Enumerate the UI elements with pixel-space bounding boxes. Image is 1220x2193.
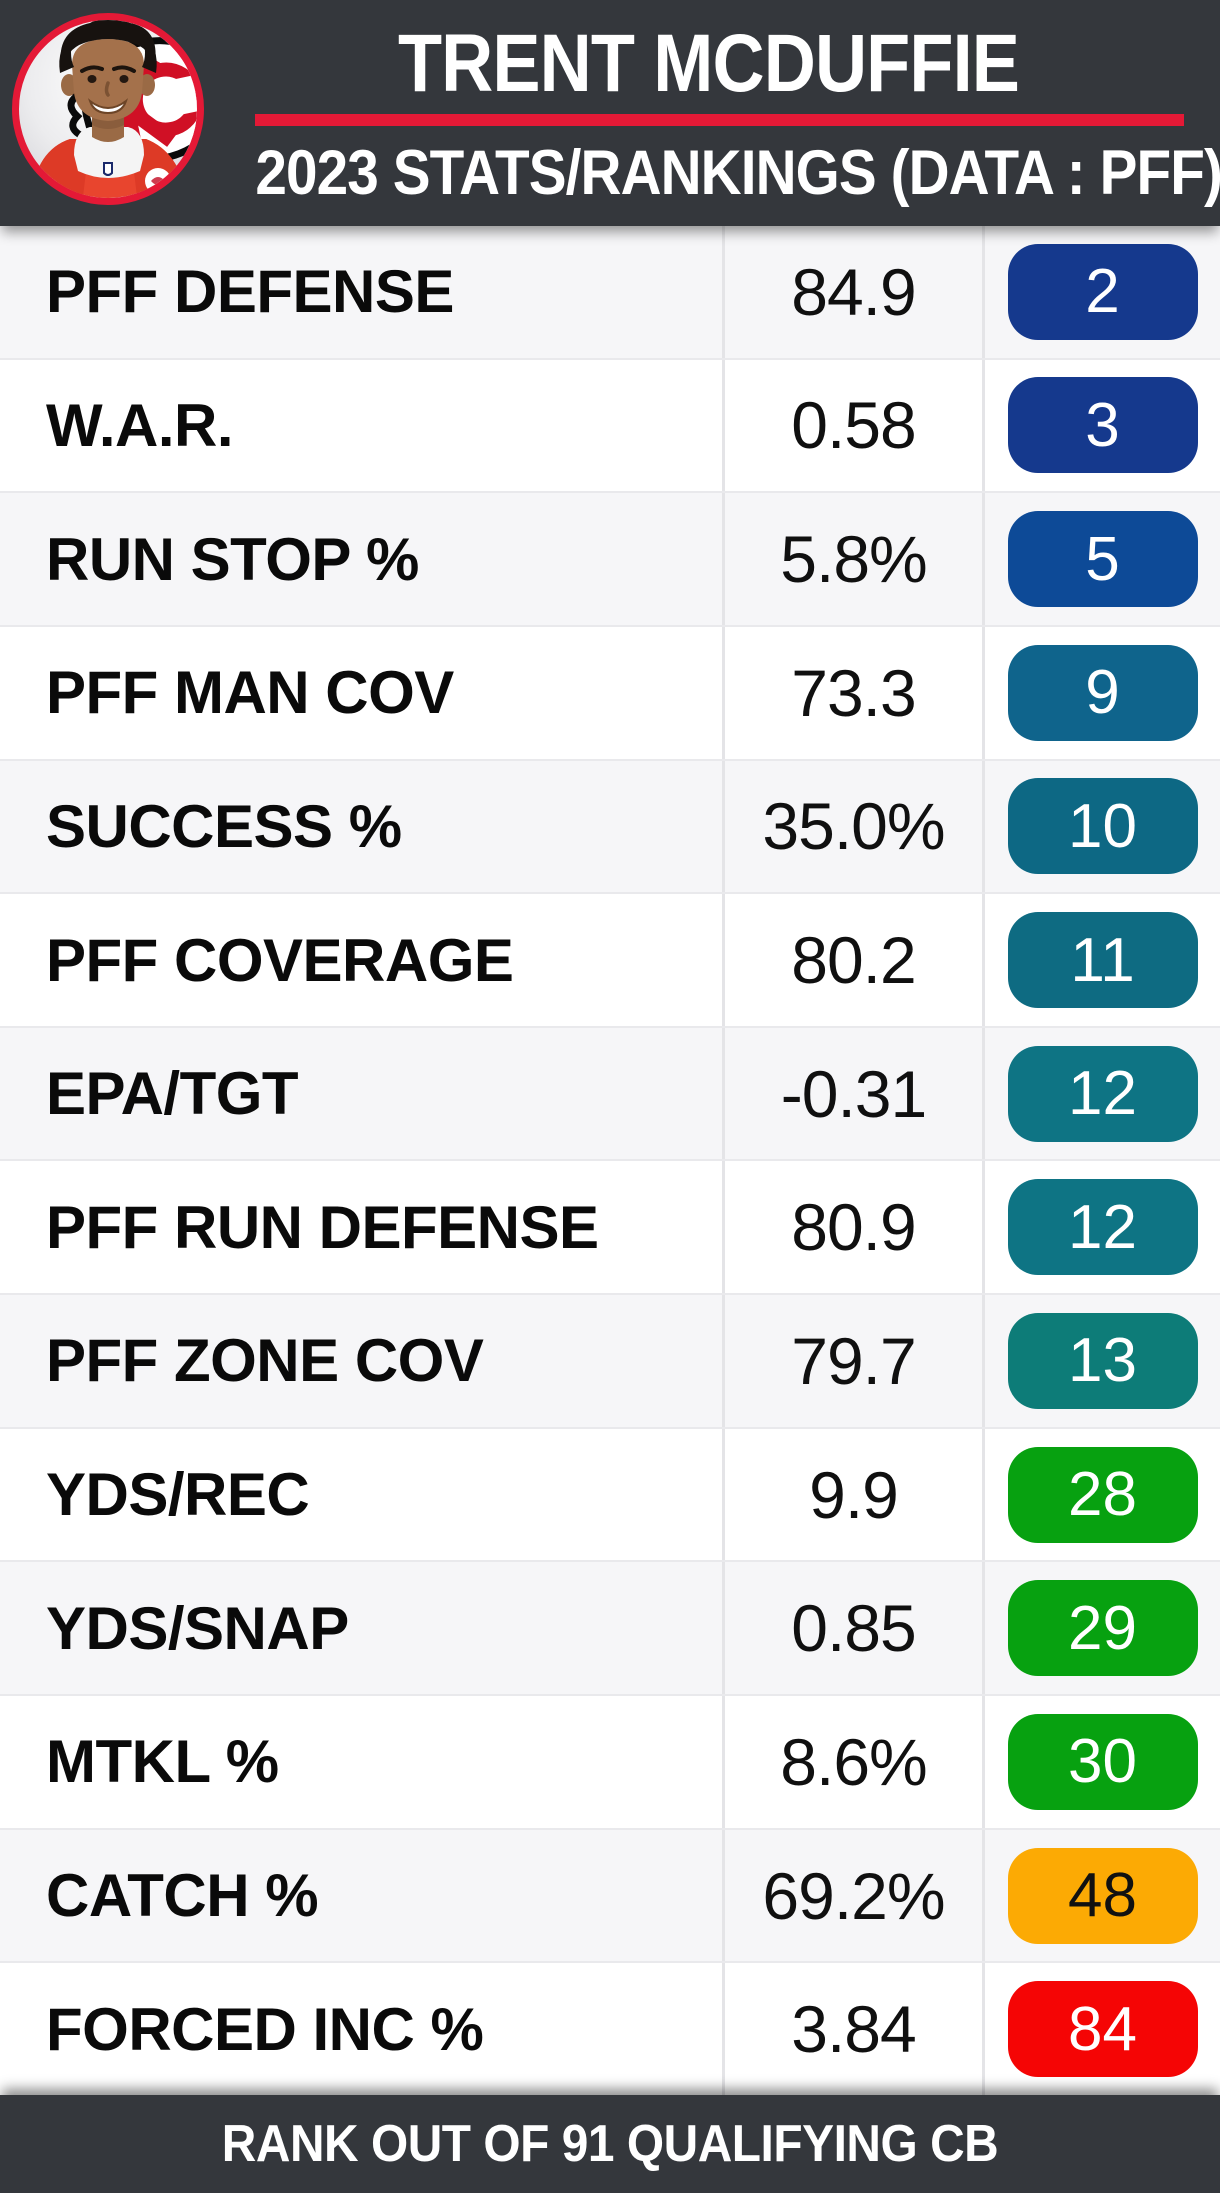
stat-label: YDS/SNAP bbox=[46, 1594, 349, 1662]
stat-label: SUCCESS % bbox=[46, 792, 402, 860]
stat-rank-cell: 28 bbox=[982, 1428, 1220, 1561]
stat-label: PFF DEFENSE bbox=[46, 258, 454, 326]
rank-badge: 28 bbox=[1007, 1446, 1198, 1543]
stat-label: PFF MAN COV bbox=[46, 659, 454, 727]
table-row: PFF MAN COV 73.3 9 bbox=[0, 624, 1220, 759]
stat-rank-cell: 10 bbox=[982, 760, 1220, 893]
table-row: PFF RUN DEFENSE 80.9 12 bbox=[0, 1159, 1220, 1294]
stat-label: FORCED INC % bbox=[46, 1995, 484, 2063]
table-row: W.A.R. 0.58 3 bbox=[0, 357, 1220, 492]
stat-rank-cell: 5 bbox=[982, 493, 1220, 625]
stat-value: 9.9 bbox=[809, 1457, 899, 1532]
table-row: MTKL % 8.6% 30 bbox=[0, 1694, 1220, 1828]
page-title: TRENT MCDUFFIE bbox=[397, 18, 1020, 109]
stat-value: 8.6% bbox=[780, 1724, 927, 1799]
stat-value-cell: 35.0% bbox=[722, 760, 982, 893]
rank-badge: 84 bbox=[1007, 1981, 1198, 2078]
header: TRENT MCDUFFIE 2023 STATS/RANKINGS (DATA… bbox=[0, 0, 1220, 226]
stat-value-cell: 3.84 bbox=[722, 1963, 982, 2095]
stat-value: 5.8% bbox=[780, 522, 927, 597]
stat-rank-cell: 9 bbox=[982, 626, 1220, 759]
stat-rank-cell: 84 bbox=[982, 1963, 1220, 2095]
rank-badge: 12 bbox=[1007, 1179, 1198, 1276]
stats-table: PFF DEFENSE 84.9 2 W.A.R. 0.58 3 RUN STO… bbox=[0, 226, 1220, 2095]
player-avatar bbox=[12, 13, 204, 205]
table-row: YDS/REC 9.9 28 bbox=[0, 1426, 1220, 1561]
table-row: CATCH % 69.2% 48 bbox=[0, 1827, 1220, 1962]
stat-label: PFF ZONE COV bbox=[46, 1327, 484, 1395]
table-row: RUN STOP % 5.8% 5 bbox=[0, 491, 1220, 625]
table-row: PFF ZONE COV 79.7 13 bbox=[0, 1293, 1220, 1427]
stat-value-cell: 8.6% bbox=[722, 1696, 982, 1828]
title-underline bbox=[255, 114, 1184, 126]
stat-rank-cell: 12 bbox=[982, 1027, 1220, 1160]
stat-value: 80.9 bbox=[791, 1190, 916, 1265]
rank-badge: 48 bbox=[1007, 1847, 1198, 1944]
stat-value-cell: 9.9 bbox=[722, 1428, 982, 1561]
player-bust bbox=[30, 20, 187, 198]
stat-rank-cell: 12 bbox=[982, 1161, 1220, 1294]
stat-value: 73.3 bbox=[791, 655, 916, 730]
rank-badge: 13 bbox=[1007, 1312, 1198, 1409]
rank-badge: 11 bbox=[1007, 912, 1198, 1009]
footer: RANK OUT OF 91 QUALIFYING CB bbox=[0, 2095, 1220, 2193]
stat-label: PFF RUN DEFENSE bbox=[46, 1193, 599, 1261]
stat-value-cell: -0.31 bbox=[722, 1027, 982, 1160]
stat-value-cell: 80.2 bbox=[722, 894, 982, 1026]
page-subtitle: 2023 STATS/RANKINGS (DATA : PFF) bbox=[255, 138, 1220, 208]
stat-value: 35.0% bbox=[762, 789, 945, 864]
stat-value-cell: 5.8% bbox=[722, 493, 982, 625]
table-row: FORCED INC % 3.84 84 bbox=[0, 1961, 1220, 2095]
stat-value: 84.9 bbox=[791, 254, 916, 329]
stat-value: 80.2 bbox=[791, 923, 916, 998]
stat-label: W.A.R. bbox=[46, 391, 234, 459]
rank-badge: 10 bbox=[1007, 778, 1198, 875]
table-row: YDS/SNAP 0.85 29 bbox=[0, 1560, 1220, 1695]
stat-label: YDS/REC bbox=[46, 1461, 310, 1529]
stat-rank-cell: 48 bbox=[982, 1829, 1220, 1962]
stat-value-cell: 73.3 bbox=[722, 626, 982, 759]
stat-value: 69.2% bbox=[762, 1858, 945, 1933]
stat-label: PFF COVERAGE bbox=[46, 926, 514, 994]
player-photo-illustration bbox=[30, 20, 197, 198]
rank-badge: 2 bbox=[1007, 243, 1198, 340]
stat-label: EPA/TGT bbox=[46, 1060, 299, 1128]
stat-rank-cell: 2 bbox=[982, 226, 1220, 358]
rank-badge: 30 bbox=[1007, 1713, 1198, 1810]
stat-label: MTKL % bbox=[46, 1728, 279, 1796]
stat-value-cell: 84.9 bbox=[722, 226, 982, 358]
stat-label: RUN STOP % bbox=[46, 525, 419, 593]
rank-badge: 29 bbox=[1007, 1580, 1198, 1677]
rank-badge: 3 bbox=[1007, 377, 1198, 474]
footer-note: RANK OUT OF 91 QUALIFYING CB bbox=[221, 2115, 999, 2173]
rank-badge: 12 bbox=[1007, 1045, 1198, 1142]
stat-label: CATCH % bbox=[46, 1862, 319, 1929]
stat-rank-cell: 13 bbox=[982, 1295, 1220, 1427]
table-row: PFF COVERAGE 80.2 11 bbox=[0, 892, 1220, 1026]
stat-rank-cell: 29 bbox=[982, 1562, 1220, 1695]
stat-value: 79.7 bbox=[791, 1323, 916, 1398]
stat-value-cell: 0.58 bbox=[722, 359, 982, 492]
nfl-shield-icon bbox=[103, 162, 113, 176]
rank-badge: 9 bbox=[1007, 644, 1198, 741]
stat-value: 0.85 bbox=[791, 1591, 916, 1666]
rank-badge: 5 bbox=[1007, 511, 1198, 608]
stat-value: 3.84 bbox=[791, 1992, 916, 2067]
table-row: SUCCESS % 35.0% 10 bbox=[0, 758, 1220, 893]
stat-rank-cell: 11 bbox=[982, 894, 1220, 1026]
stat-rank-cell: 30 bbox=[982, 1696, 1220, 1828]
stat-value-cell: 79.7 bbox=[722, 1295, 982, 1427]
stat-value: -0.31 bbox=[780, 1056, 927, 1131]
stat-value-cell: 0.85 bbox=[722, 1562, 982, 1695]
stat-value: 0.58 bbox=[791, 388, 916, 463]
stat-value-cell: 69.2% bbox=[722, 1829, 982, 1962]
table-row: PFF DEFENSE 84.9 2 bbox=[0, 226, 1220, 358]
stat-value-cell: 80.9 bbox=[722, 1161, 982, 1294]
stat-rank-cell: 3 bbox=[982, 359, 1220, 492]
table-row: EPA/TGT -0.31 12 bbox=[0, 1025, 1220, 1160]
